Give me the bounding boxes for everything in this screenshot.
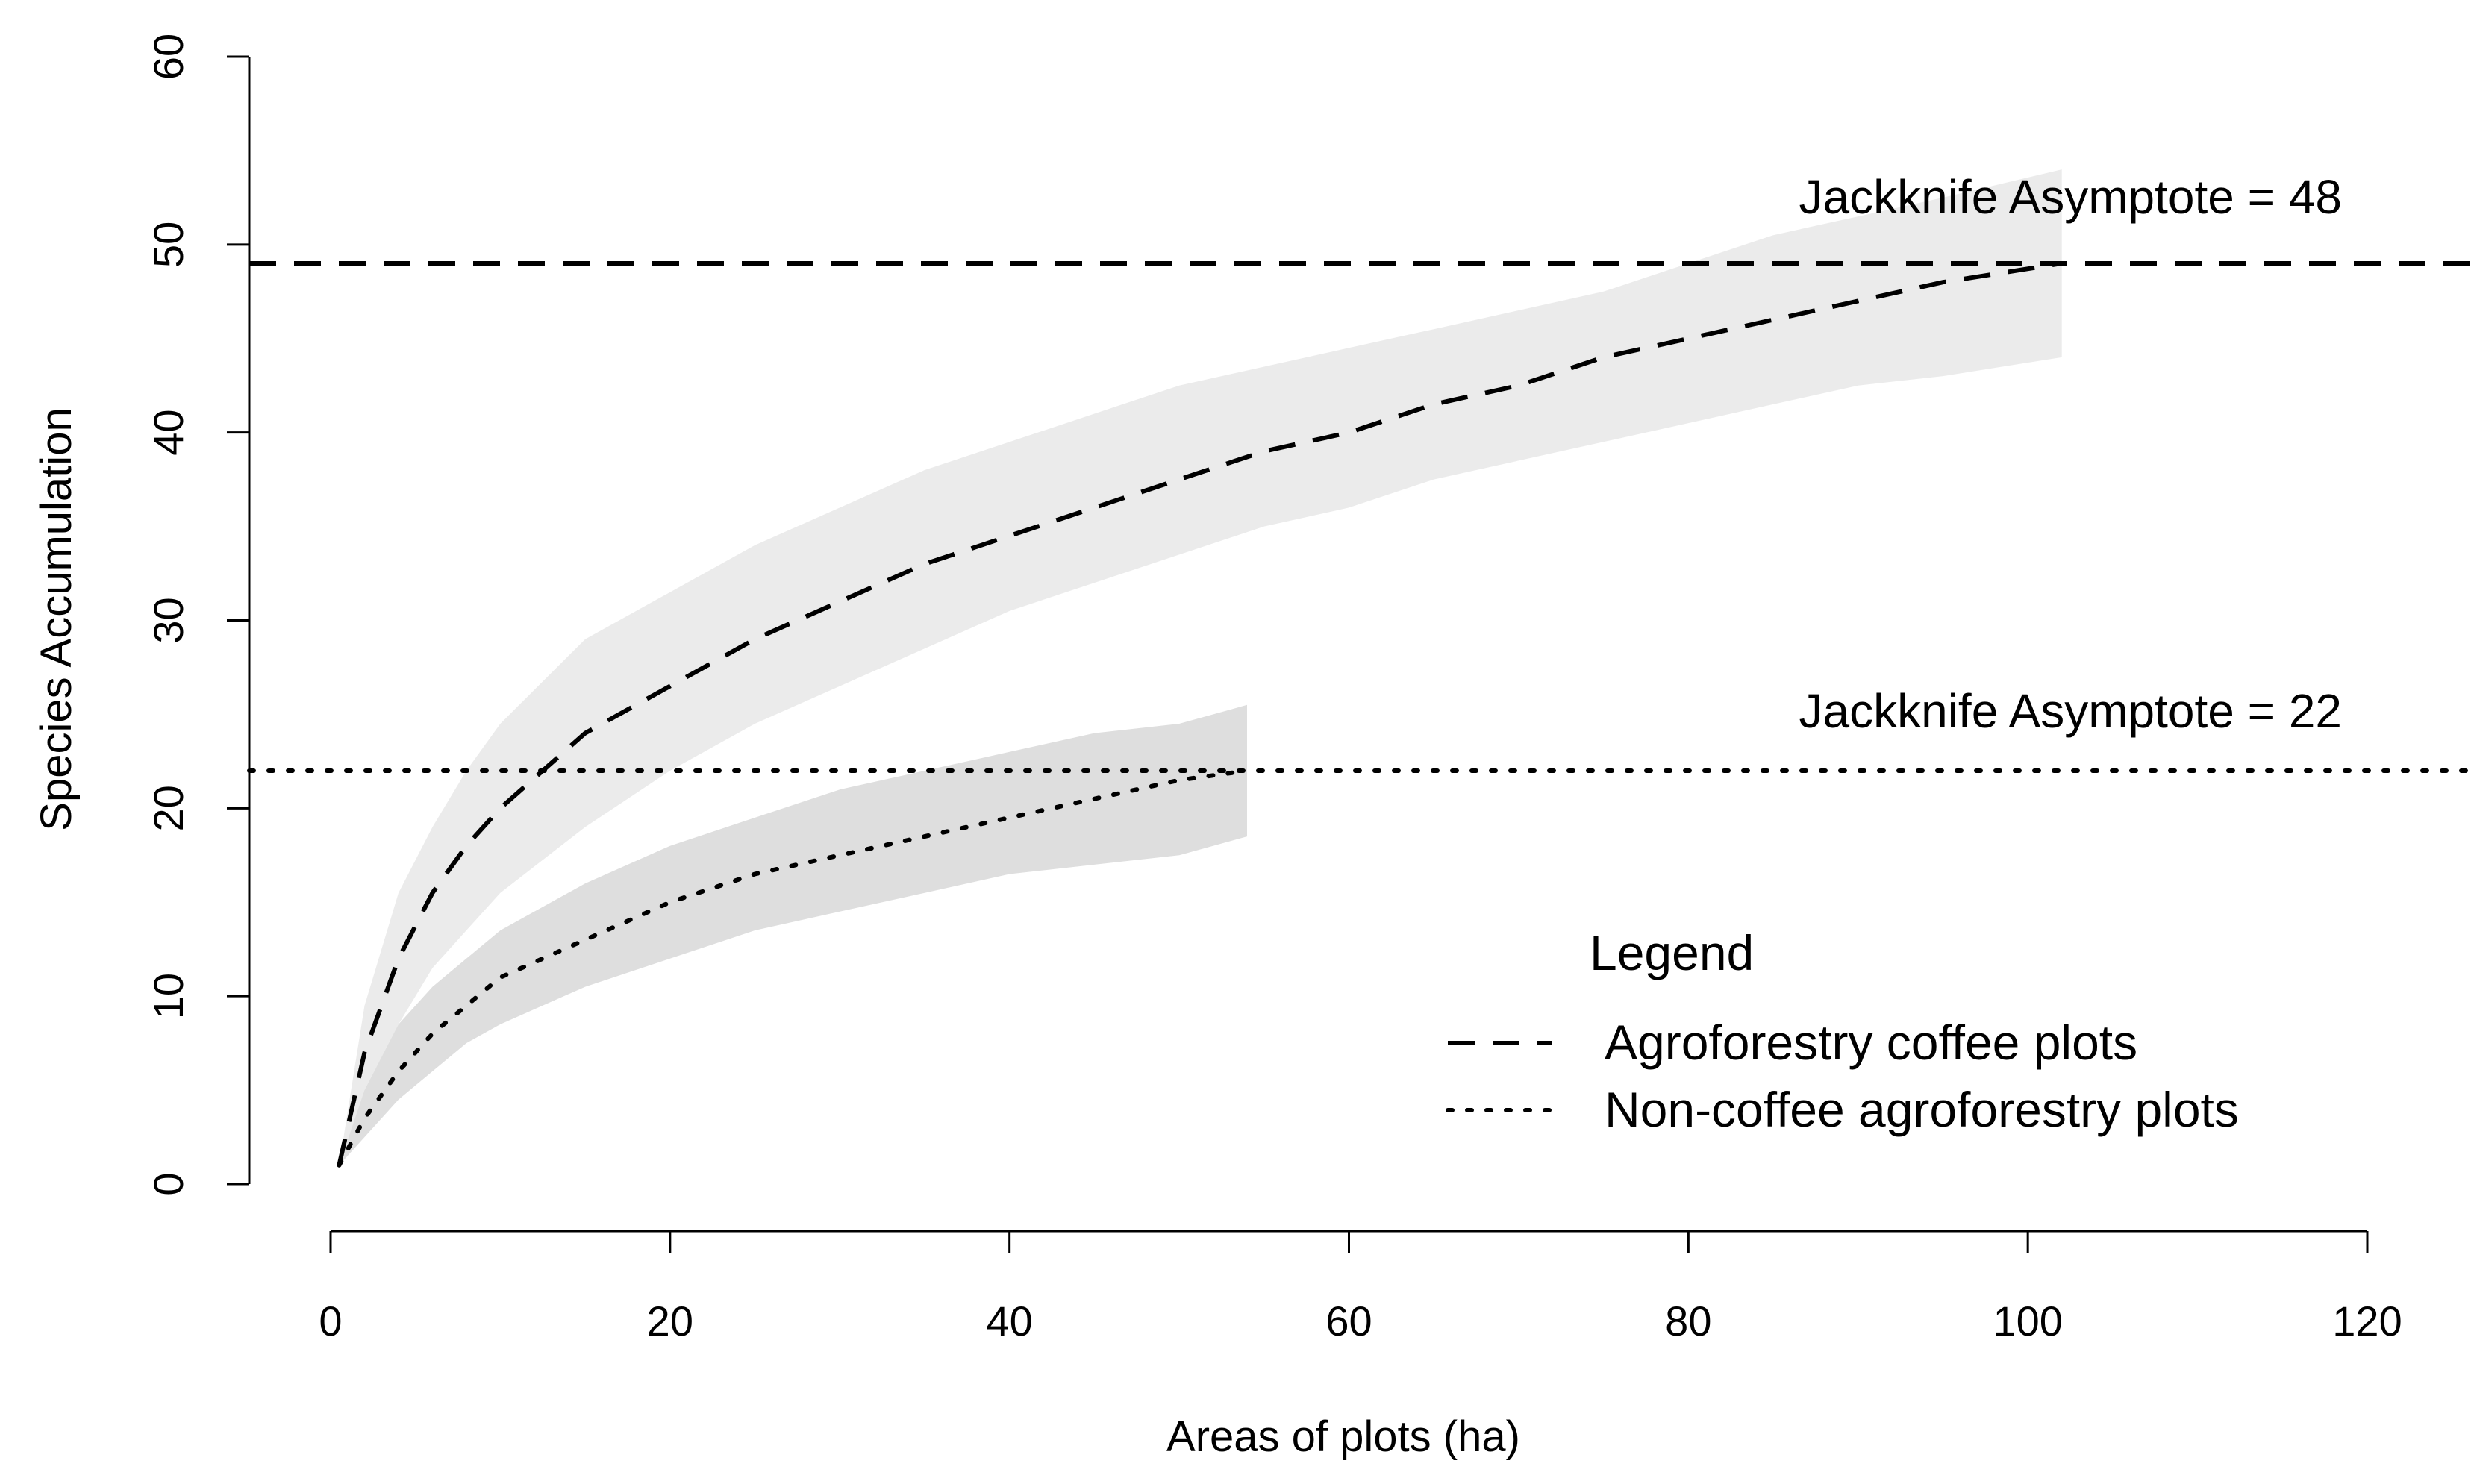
x-tick-label-120: 120 (2332, 1297, 2402, 1344)
y-tick-label-60: 60 (145, 34, 192, 80)
axes: 0 20 40 60 80 100 120 0 10 20 30 40 50 60 (145, 34, 2402, 1344)
x-tick-label-100: 100 (1993, 1297, 2062, 1344)
x-tick-label-40: 40 (987, 1297, 1033, 1344)
confidence-bands (339, 169, 2062, 1165)
asymptote-label-prefix: Jackknife Asymptote = (1799, 684, 2289, 738)
legend-title: Legend (1590, 925, 1754, 980)
x-tick-label-20: 20 (647, 1297, 693, 1344)
y-tick-label-10: 10 (145, 973, 192, 1019)
y-tick-label-30: 30 (145, 597, 192, 643)
band-agroforestry-coffee-plots (339, 169, 2062, 1165)
asymptote-annotation-22: Jackknife Asymptote = 22 (1799, 684, 2343, 738)
asymptote-annotation-48: Jackknife Asymptote = 48 (1799, 170, 2343, 224)
y-tick-label-20: 20 (145, 785, 192, 831)
band-non-coffee-agroforestry-plots (339, 704, 1247, 1165)
series-lines (337, 261, 2063, 1168)
y-axis-title: Species Accumulation (32, 407, 81, 830)
x-tick-label-0: 0 (319, 1297, 342, 1344)
reference-lines (247, 261, 2471, 773)
asymptote-label-value: 22 (2289, 684, 2342, 738)
x-axis-title: Areas of plots (ha) (1166, 1412, 1520, 1461)
x-tick-label-80: 80 (1665, 1297, 1711, 1344)
asymptote-label-value: 48 (2289, 170, 2342, 224)
x-tick-label-60: 60 (1325, 1297, 1372, 1344)
y-tick-label-50: 50 (145, 222, 192, 268)
line-agroforestry-coffee-plots (337, 261, 2063, 1166)
legend-label-agroforestry-coffee: Agroforestry coffee plots (1605, 1015, 2137, 1070)
legend-label-non-coffee: Non-coffee agroforestry plots (1605, 1082, 2239, 1137)
asymptote-label-prefix: Jackknife Asymptote = (1799, 170, 2289, 224)
y-tick-label-40: 40 (145, 410, 192, 456)
y-tick-label-0: 0 (145, 1172, 192, 1195)
legend: Legend Agroforestry coffee plots Non-cof… (1446, 925, 2239, 1137)
